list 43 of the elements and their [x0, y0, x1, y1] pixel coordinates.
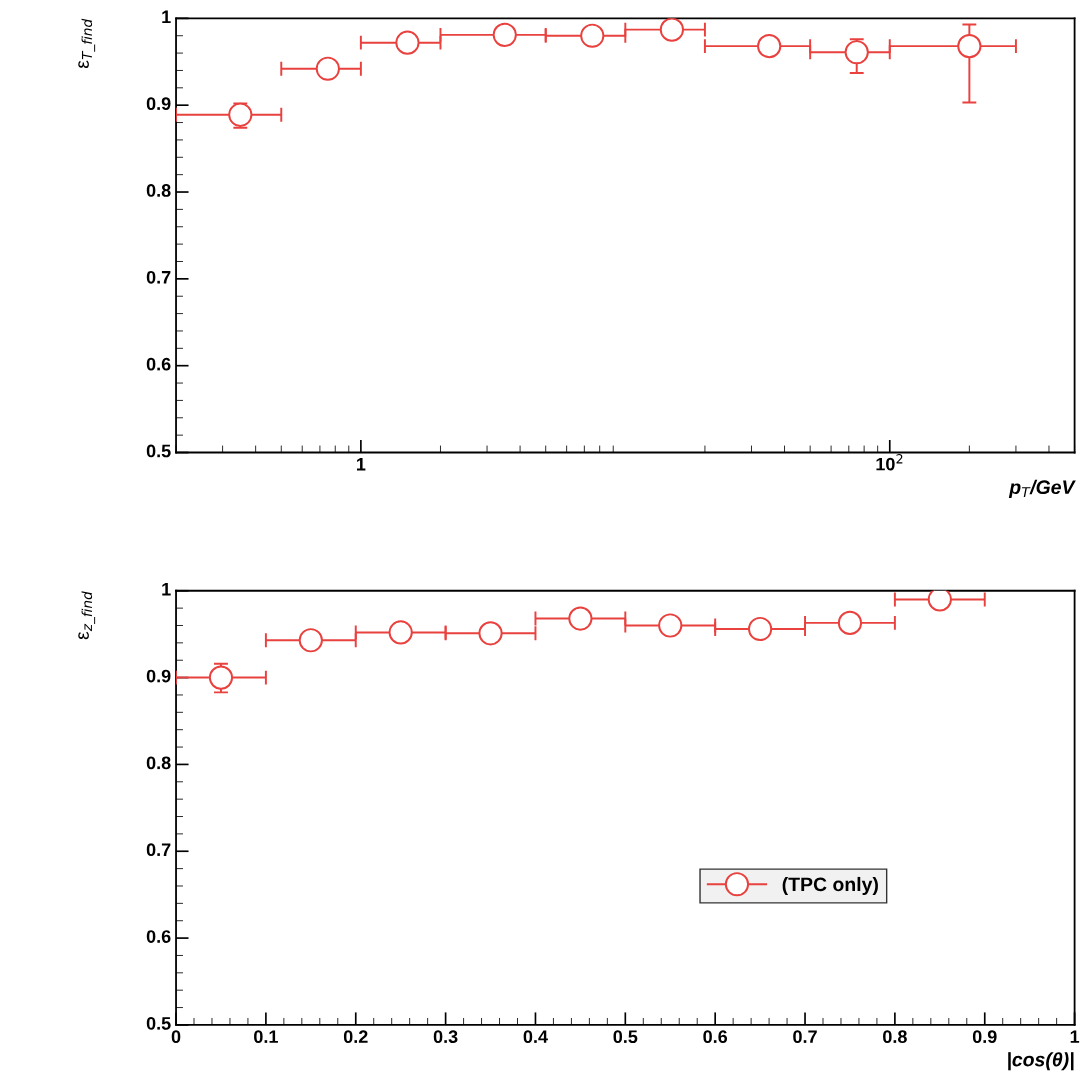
- y-tick-label: 0.9: [146, 669, 171, 683]
- y-axis-title: ε$_{T_find}$: [78, 18, 96, 69]
- y-tick-label: 0.6: [146, 357, 171, 371]
- legend-label: (TPC only): [782, 876, 878, 896]
- x-tick-label: 0.1: [254, 1030, 278, 1044]
- x-tick-label: 0.6: [703, 1030, 728, 1044]
- point: [748, 616, 773, 642]
- y-tick-label: 0.9: [146, 97, 171, 111]
- point: [927, 590, 952, 612]
- point: [298, 628, 323, 653]
- y-axis-title: ε$_{z_find}$: [78, 591, 96, 640]
- x-tick-label: 0.9: [972, 1030, 997, 1044]
- point: [580, 23, 605, 48]
- x-axis-title: |cos(θ)|: [1008, 1052, 1074, 1071]
- point: [478, 621, 503, 646]
- point: [315, 56, 340, 81]
- x-tick-label: 10$^{2}$: [876, 454, 903, 471]
- y-tick-label: 0.7: [146, 270, 171, 284]
- x-axis-title: p$_{T}$/GeV: [1008, 479, 1076, 498]
- y-tick-label: 0.5: [146, 444, 171, 458]
- point: [844, 40, 869, 65]
- point: [568, 606, 593, 631]
- y-tick-label: 0.6: [146, 930, 171, 943]
- y-tick-label: 1: [162, 10, 171, 24]
- x-tick-label: 0.5: [613, 1030, 638, 1044]
- point: [492, 22, 517, 47]
- point: [658, 613, 683, 638]
- y-tick-label: 0.5: [146, 1016, 171, 1030]
- y-tick-label: 0.7: [146, 843, 171, 857]
- y-tick-label: 0.8: [146, 756, 171, 770]
- x-tick-label: 0.2: [343, 1030, 368, 1044]
- point: [388, 620, 413, 645]
- point: [208, 665, 234, 690]
- x-tick-label: 0: [171, 1030, 181, 1044]
- x-tick-label: 0.8: [883, 1030, 907, 1044]
- point: [757, 34, 782, 59]
- x-tick-label: 0.3: [433, 1030, 458, 1044]
- x-tick-label: 0.4: [523, 1030, 548, 1044]
- point: [837, 610, 863, 635]
- y-tick-label: 0.8: [146, 184, 171, 197]
- y-tick-label: 1: [162, 583, 171, 596]
- x-tick-label: 0.7: [793, 1030, 817, 1044]
- x-tick-label: 1: [1070, 1030, 1080, 1043]
